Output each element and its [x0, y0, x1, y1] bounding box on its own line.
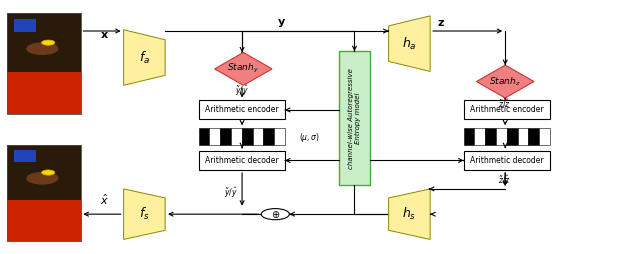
Text: $\tilde{y}/\hat{y}$: $\tilde{y}/\hat{y}$ [223, 186, 237, 200]
Text: $\oplus$: $\oplus$ [271, 209, 280, 220]
Text: $Stanh_y$: $Stanh_y$ [227, 62, 259, 75]
FancyBboxPatch shape [7, 13, 81, 72]
Text: $f_a$: $f_a$ [139, 50, 150, 66]
Bar [518, 128, 529, 145]
Text: $(\mu, \sigma)$: $(\mu, \sigma)$ [300, 131, 320, 144]
Text: channel-wise Autoregressive
Entropy model: channel-wise Autoregressive Entropy mode… [348, 68, 361, 169]
Bar [529, 128, 539, 145]
Polygon shape [388, 189, 430, 240]
Polygon shape [214, 53, 272, 85]
Text: Arithmetic decoder: Arithmetic decoder [470, 156, 543, 165]
Text: $h_a$: $h_a$ [402, 36, 417, 52]
Bar [242, 128, 253, 145]
Text: Arithmetic encoder: Arithmetic encoder [205, 105, 278, 115]
Text: $\tilde{y}/\hat{y}$: $\tilde{y}/\hat{y}$ [235, 83, 249, 98]
FancyBboxPatch shape [464, 151, 550, 170]
Polygon shape [476, 65, 534, 98]
Polygon shape [124, 189, 165, 240]
Bar [220, 128, 231, 145]
Text: $Stanh_z$: $Stanh_z$ [490, 75, 521, 88]
Bar [198, 128, 209, 145]
Text: Arithmetic encoder: Arithmetic encoder [470, 105, 543, 115]
Bar [263, 128, 274, 145]
Circle shape [26, 42, 58, 55]
FancyBboxPatch shape [15, 19, 36, 31]
Bar [231, 128, 242, 145]
Bar [474, 128, 485, 145]
FancyBboxPatch shape [7, 200, 81, 241]
Text: $\mathbf{z}$: $\mathbf{z}$ [437, 19, 445, 28]
FancyBboxPatch shape [15, 150, 36, 162]
Bar [464, 128, 474, 145]
FancyBboxPatch shape [198, 101, 285, 119]
Bar [507, 128, 518, 145]
Text: $\hat{x}$: $\hat{x}$ [100, 193, 109, 208]
Polygon shape [388, 16, 430, 71]
Text: Arithmetic decoder: Arithmetic decoder [205, 156, 278, 165]
Bar [496, 128, 507, 145]
FancyBboxPatch shape [7, 145, 81, 200]
Bar [209, 128, 220, 145]
Circle shape [261, 209, 289, 220]
Bar [539, 128, 550, 145]
Circle shape [42, 170, 55, 175]
Circle shape [26, 172, 58, 185]
FancyBboxPatch shape [7, 72, 81, 114]
Bar [485, 128, 496, 145]
FancyBboxPatch shape [7, 13, 81, 114]
FancyBboxPatch shape [464, 101, 550, 119]
FancyBboxPatch shape [339, 51, 370, 185]
Bar [253, 128, 263, 145]
Polygon shape [124, 30, 165, 85]
Text: $h_s$: $h_s$ [403, 206, 417, 222]
Circle shape [42, 40, 55, 45]
FancyBboxPatch shape [198, 151, 285, 170]
Text: $\mathbf{y}$: $\mathbf{y}$ [277, 18, 286, 29]
Text: $\tilde{z}/\hat{z}$: $\tilde{z}/\hat{z}$ [497, 98, 510, 110]
FancyBboxPatch shape [7, 145, 81, 241]
Text: $f_s$: $f_s$ [139, 206, 150, 222]
Text: $\tilde{z}/\hat{z}$: $\tilde{z}/\hat{z}$ [497, 174, 510, 186]
Text: $\mathbf{x}$: $\mathbf{x}$ [100, 30, 109, 40]
Bar [274, 128, 285, 145]
